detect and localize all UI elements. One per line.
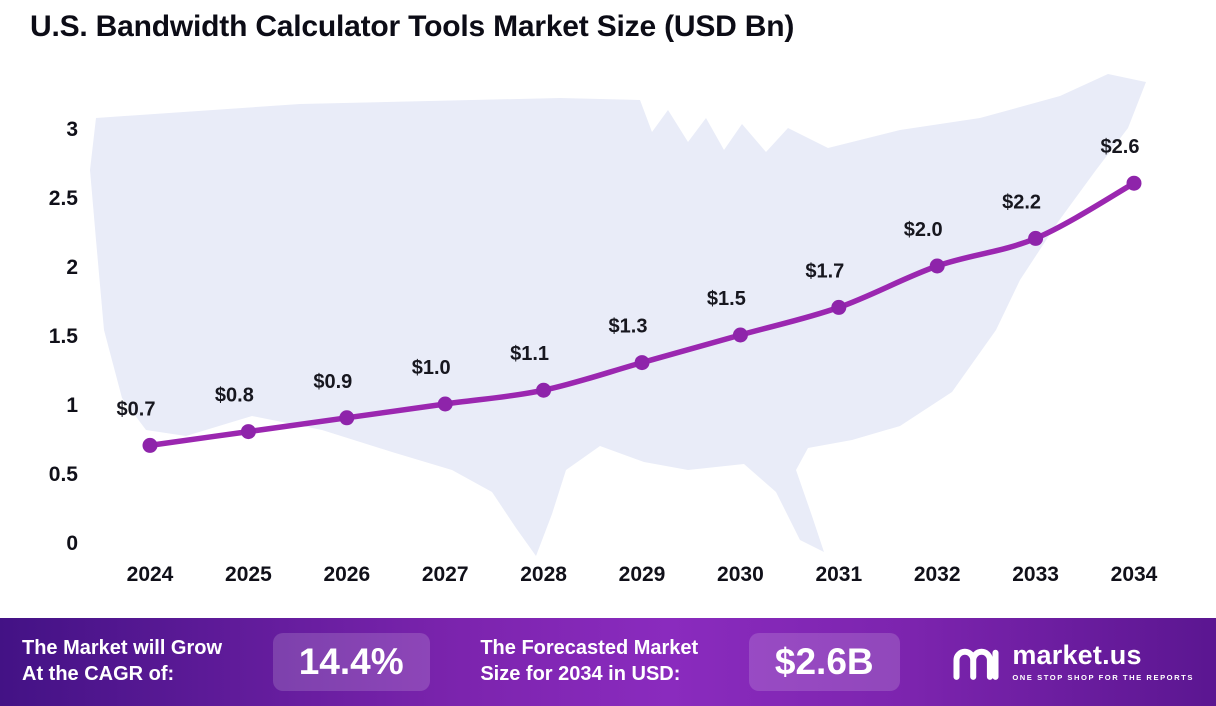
x-axis-tick: 2024: [127, 563, 174, 586]
data-point-label: $2.2: [1002, 191, 1041, 213]
chart-area: U.S. Bandwidth Calculator Tools Market S…: [30, 10, 1158, 586]
marketus-brand[interactable]: market.us ONE STOP SHOP FOR THE REPORTS: [950, 638, 1194, 686]
x-axis-tick: 2032: [914, 563, 961, 586]
data-point-label: $0.7: [117, 398, 156, 420]
data-point-marker: [339, 410, 355, 426]
data-point-marker: [1126, 175, 1142, 191]
x-axis-tick: 2034: [1111, 563, 1158, 586]
x-axis-tick: 2027: [422, 563, 469, 586]
forecast-label-line2: Size for 2034 in USD:: [480, 663, 681, 685]
footer-banner: The Market will Grow At the CAGR of: 14.…: [0, 618, 1216, 706]
forecast-label: The Forecasted Market Size for 2034 in U…: [480, 636, 698, 687]
data-point-label: $1.5: [707, 288, 746, 310]
cagr-label-line2: At the CAGR of:: [22, 663, 175, 685]
brand-name: market.us: [1012, 640, 1142, 670]
data-point-marker: [831, 299, 847, 315]
y-axis-tick: 1: [66, 394, 78, 417]
x-axis-tick: 2033: [1012, 563, 1059, 586]
data-point-marker: [732, 327, 748, 343]
data-point-marker: [240, 424, 256, 440]
x-axis-tick: 2026: [323, 563, 370, 586]
cagr-label: The Market will Grow At the CAGR of:: [22, 636, 222, 687]
data-point-label: $0.8: [215, 385, 254, 407]
forecast-value-badge: $2.6B: [748, 633, 900, 691]
data-point-label: $0.9: [313, 371, 352, 393]
chart-title: U.S. Bandwidth Calculator Tools Market S…: [30, 10, 795, 43]
cagr-label-line1: The Market will Grow: [22, 637, 223, 660]
x-axis-tick: 2030: [717, 563, 764, 586]
data-point-label: $2.0: [904, 219, 943, 241]
data-point-label: $1.1: [510, 343, 549, 365]
y-axis-tick: 0.5: [49, 463, 79, 486]
trend-line: [147, 180, 1137, 449]
x-axis-tick: 2028: [520, 563, 567, 586]
us-map-silhouette: [90, 74, 1146, 556]
data-point-marker: [1028, 230, 1044, 246]
y-axis-tick: 2: [66, 256, 78, 279]
data-point-marker: [634, 355, 650, 371]
data-point-label: $1.7: [805, 260, 844, 282]
data-point-label: $2.6: [1101, 136, 1140, 158]
cagr-value-badge: 14.4%: [272, 633, 430, 691]
market-size-line-chart: 0 0.5 1 1.5 2 2.5 3 2024 2025 2026 2027 2028 2029 203…: [49, 74, 1158, 586]
data-point-marker: [929, 258, 945, 274]
forecast-label-line1: The Forecasted Market: [480, 637, 699, 660]
brand-tagline: ONE STOP SHOP FOR THE REPORTS: [1012, 673, 1194, 682]
x-axis-tick: 2029: [619, 563, 666, 586]
y-axis-tick: 3: [66, 118, 78, 141]
data-point-marker: [142, 437, 158, 453]
data-point-marker: [536, 382, 552, 398]
data-point-label: $1.3: [609, 316, 648, 338]
y-axis-tick: 0: [66, 532, 78, 555]
brand-text: market.us ONE STOP SHOP FOR THE REPORTS: [1012, 640, 1194, 683]
x-axis-tick: 2025: [225, 563, 272, 586]
data-point-label: $1.0: [412, 357, 451, 379]
x-axis-tick: 2031: [815, 563, 862, 586]
y-axis-tick: 2.5: [49, 187, 79, 210]
y-axis-tick: 1.5: [49, 325, 79, 348]
data-point-marker: [437, 396, 453, 412]
marketus-logo-icon: [953, 648, 999, 680]
